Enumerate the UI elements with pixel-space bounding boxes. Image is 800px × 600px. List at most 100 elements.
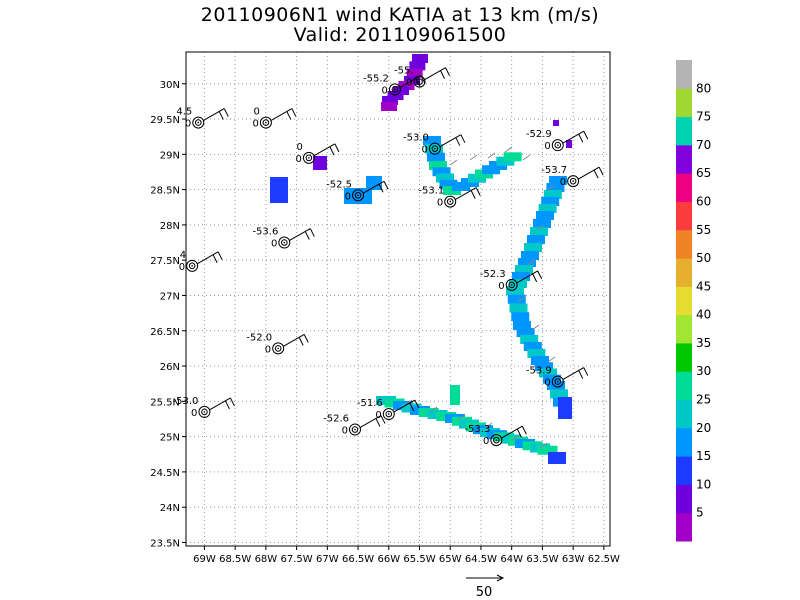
lat-tick-label: 27.5N: [150, 256, 180, 267]
lat-tick-label: 29.5N: [150, 115, 180, 126]
wind-vector: [429, 406, 438, 413]
station-zero-label: 0: [185, 119, 191, 130]
station-value-label: -53.7: [541, 165, 567, 176]
scale-vector: 50: [466, 574, 505, 600]
station-zero-label: 0: [345, 191, 351, 202]
colorbar-swatch: [676, 427, 692, 457]
station-plot: -55.20: [363, 73, 426, 96]
wind-vector: [531, 324, 540, 331]
wind-vector: [539, 442, 548, 449]
station-value-label: -52.6: [323, 414, 349, 425]
station-zero-label: 0: [342, 426, 348, 437]
wind-vector: [547, 356, 556, 363]
station-zero-label: 0: [191, 408, 197, 419]
wind-cell: [535, 362, 553, 372]
station-plot: -53.00: [403, 133, 466, 156]
station-plot: -52.60: [323, 414, 386, 437]
station-plot: -53.90: [526, 366, 589, 389]
wind-cell: [566, 140, 572, 148]
wind-cell: [432, 167, 451, 177]
station-zero-label: 0: [483, 436, 489, 447]
lon-tick-label: 66W: [377, 554, 400, 565]
colorbar-swatch: [676, 342, 692, 372]
station-value-label: -52.9: [526, 129, 552, 140]
wind-cell: [523, 342, 542, 351]
wind-cell: [427, 152, 445, 162]
wind-cell: [543, 190, 562, 199]
wind-cell: [530, 227, 548, 236]
station-zero-label: 0: [544, 141, 550, 152]
wind-vector: [504, 146, 513, 153]
station-zero-label: 0: [421, 145, 427, 156]
colorbar: 5 10 15 20 25 30 35 40 45 50 55 60 65 70 75 80: [676, 60, 711, 542]
lon-tick-label: 67.5W: [281, 554, 313, 565]
station-plot: 00: [253, 107, 297, 130]
colorbar-label: 75: [696, 110, 711, 124]
wind-cell: [541, 197, 560, 206]
wind-cell: [429, 161, 447, 170]
wind-cell: [515, 265, 533, 274]
wind-cell: [511, 312, 530, 322]
station-value-label: -52.5: [326, 179, 352, 190]
wind-cell: [520, 335, 539, 344]
colorbar-swatch: [676, 484, 692, 514]
colorbar-label: 35: [696, 336, 711, 350]
colorbar-label: 65: [696, 166, 711, 180]
lat-tick-label: 25.5N: [150, 397, 180, 408]
colorbar-swatch: [676, 229, 692, 259]
station-plot: -55.0: [394, 66, 450, 89]
lon-tick-label: 64.5W: [465, 554, 497, 565]
colorbar-swatch: [676, 258, 692, 287]
station-plot: -53.30: [464, 424, 527, 447]
colorbar-label: 30: [696, 364, 711, 378]
wind-cell: [527, 235, 545, 244]
lat-tick-label: 24.5N: [150, 468, 180, 479]
wind-vector: [404, 399, 413, 406]
wind-cell: [516, 328, 535, 337]
wind-vector: [535, 224, 544, 231]
lon-tick-label: 68.5W: [219, 554, 251, 565]
colorbar-swatch: [676, 60, 692, 89]
station-plot: -52.00: [246, 332, 309, 355]
colorbar-swatch: [676, 201, 692, 231]
wind-cell: [548, 452, 566, 464]
colorbar-label: 5: [696, 506, 704, 520]
station-value-label: -53.6: [252, 227, 278, 238]
station-plot: -53.70: [541, 165, 604, 188]
station-value-label: 0: [297, 142, 303, 153]
wind-cell: [549, 176, 567, 185]
station-zero-label: 0: [498, 281, 504, 292]
wind-cell: [547, 381, 565, 390]
station-plot: 40: [179, 250, 223, 273]
wind-vector: [511, 434, 520, 441]
station-zero-label: 0: [382, 85, 388, 96]
lon-tick-label: 69W: [193, 554, 216, 565]
wind-cell: [513, 321, 531, 330]
wind-cell: [439, 179, 458, 189]
wind-cell: [533, 219, 551, 228]
wind-cell: [503, 152, 522, 162]
wind-cell: [539, 368, 557, 378]
station-value-label: -53.0: [403, 133, 429, 144]
colorbar-label: 15: [696, 449, 711, 463]
station-zero-label: 0: [544, 378, 550, 389]
colorbar-label: 55: [696, 223, 711, 237]
station-value-label: 4: [180, 250, 186, 261]
station-plot: 4.50: [176, 107, 229, 130]
colorbar-label: 80: [696, 81, 711, 95]
wind-cell: [537, 445, 558, 455]
station-plot: 00: [296, 142, 340, 165]
wind-cell: [524, 243, 542, 252]
station-zero-label: 0: [253, 119, 259, 130]
wind-vector: [449, 159, 458, 166]
station-value-label: -55.: [394, 66, 414, 77]
colorbar-swatch: [676, 512, 692, 542]
lon-tick-label: 65.5W: [403, 554, 435, 565]
station-plot: -53.10: [418, 186, 481, 209]
lon-tick-label: 63W: [562, 554, 585, 565]
colorbar-label: 10: [696, 477, 711, 491]
station-value-label: -55.2: [363, 73, 389, 84]
colorbar-label: 20: [696, 421, 711, 435]
station-value-label: 0: [254, 107, 260, 118]
colorbar-label: 40: [696, 308, 711, 322]
